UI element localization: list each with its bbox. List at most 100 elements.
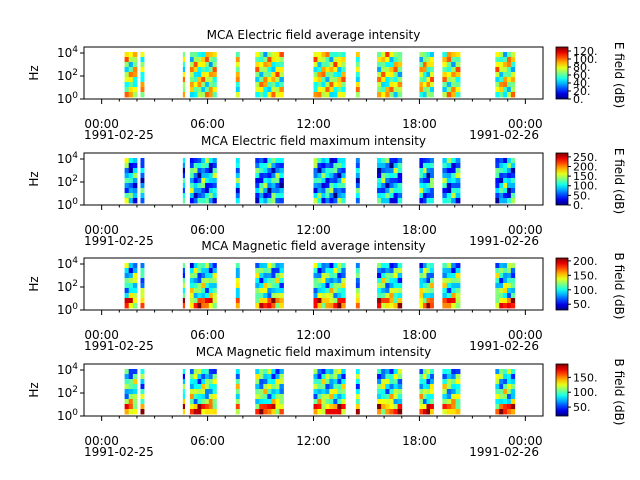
- data-cell: [355, 384, 360, 390]
- data-cell: [124, 188, 130, 194]
- data-cell: [208, 399, 214, 405]
- data-cell: [506, 57, 512, 63]
- data-cell: [510, 303, 516, 309]
- data-cell: [341, 57, 346, 63]
- data-cell: [212, 173, 217, 179]
- data-cell: [510, 178, 516, 184]
- data-cell: [212, 52, 217, 58]
- data-cell: [381, 92, 386, 98]
- panel-2: MCA Electric field maximum intensity1041…: [27, 134, 626, 248]
- data-cell: [389, 52, 394, 58]
- data-cell: [235, 193, 240, 199]
- data-cell: [317, 263, 322, 269]
- data-cell: [393, 183, 399, 189]
- data-cell: [279, 263, 284, 269]
- data-cell: [259, 369, 264, 375]
- data-cell: [430, 389, 434, 395]
- data-cell: [442, 163, 448, 169]
- data-cell: [422, 384, 427, 390]
- data-cell: [510, 404, 516, 410]
- data-cell: [128, 384, 134, 390]
- data-cell: [193, 374, 198, 380]
- data-cell: [446, 283, 452, 289]
- data-cell: [132, 268, 138, 274]
- data-cell: [329, 77, 334, 83]
- data-cell: [455, 389, 461, 395]
- data-cell: [455, 303, 461, 309]
- data-cell: [389, 72, 394, 78]
- data-cell: [389, 369, 394, 375]
- data-cell: [208, 369, 214, 375]
- data-cell: [193, 283, 198, 289]
- data-cell: [430, 374, 434, 380]
- data-block: [235, 263, 240, 309]
- data-block: [182, 369, 186, 415]
- data-cell: [189, 273, 195, 279]
- data-cell: [313, 268, 318, 274]
- data-cell: [419, 62, 424, 68]
- data-cell: [393, 298, 399, 304]
- data-cell: [333, 198, 338, 204]
- data-cell: [495, 198, 500, 204]
- data-cell: [132, 293, 138, 299]
- data-cell: [510, 384, 516, 390]
- panel-1: MCA Electric field average intensity1041…: [27, 28, 626, 142]
- data-cell: [422, 374, 427, 380]
- data-cell: [325, 198, 330, 204]
- data-cell: [341, 188, 346, 194]
- data-cell: [393, 158, 399, 164]
- data-cell: [317, 178, 322, 184]
- data-cell: [341, 163, 346, 169]
- data-cell: [208, 288, 214, 294]
- data-cell: [132, 298, 138, 304]
- data-cell: [393, 384, 399, 390]
- data-cell: [422, 404, 427, 410]
- data-cell: [212, 288, 217, 294]
- colorbar-tick-label: 150.: [573, 371, 598, 384]
- data-cell: [189, 173, 195, 179]
- data-cell: [140, 173, 145, 179]
- data-cell: [495, 57, 500, 63]
- data-cell: [426, 379, 431, 385]
- data-cell: [341, 389, 346, 395]
- y-tick-label: 100: [57, 91, 78, 106]
- data-cell: [426, 67, 431, 73]
- data-cell: [201, 52, 206, 58]
- data-cell: [503, 399, 508, 405]
- data-cell: [355, 273, 360, 279]
- data-cell: [128, 87, 134, 93]
- data-cell: [263, 374, 268, 380]
- data-cell: [446, 87, 452, 93]
- data-cell: [329, 278, 334, 284]
- data-cell: [442, 168, 448, 174]
- data-cell: [381, 394, 386, 400]
- data-cell: [271, 404, 276, 410]
- data-cell: [503, 198, 508, 204]
- data-cell: [212, 193, 217, 199]
- data-cell: [503, 168, 508, 174]
- data-cell: [329, 57, 334, 63]
- data-cell: [275, 198, 280, 204]
- data-cell: [235, 72, 240, 78]
- data-cell: [182, 404, 186, 410]
- data-cell: [182, 173, 186, 179]
- data-cell: [503, 87, 508, 93]
- data-cell: [189, 62, 195, 68]
- data-cell: [442, 82, 448, 88]
- data-cell: [267, 92, 272, 98]
- data-cell: [451, 263, 457, 269]
- data-cell: [267, 168, 272, 174]
- data-cell: [503, 384, 508, 390]
- data-cell: [430, 263, 434, 269]
- data-cell: [397, 62, 403, 68]
- data-cell: [397, 188, 403, 194]
- data-cell: [132, 374, 138, 380]
- data-cell: [393, 293, 399, 299]
- data-cell: [329, 399, 334, 405]
- data-cell: [393, 303, 399, 309]
- data-cell: [333, 303, 338, 309]
- data-cell: [279, 173, 284, 179]
- data-cell: [201, 374, 206, 380]
- data-cell: [419, 183, 424, 189]
